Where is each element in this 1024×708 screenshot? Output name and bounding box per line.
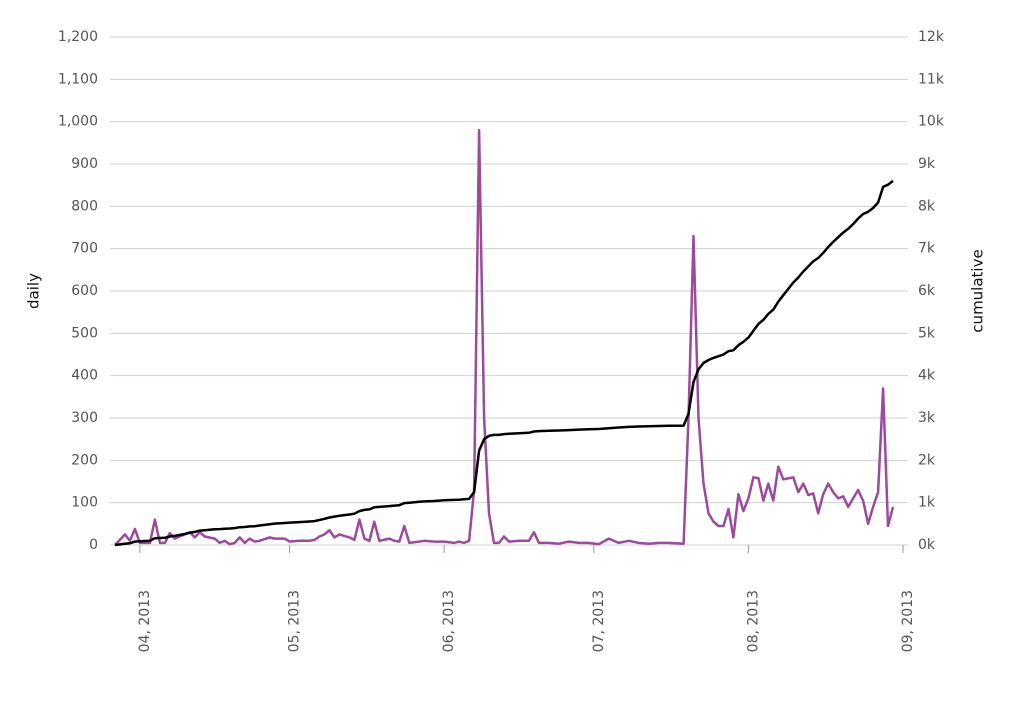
y-tick-label: 600	[71, 283, 98, 299]
x-tick-label: 04, 2013	[137, 590, 153, 652]
y-tick-label: 500	[71, 325, 98, 341]
series-line	[114, 179, 894, 547]
series-line	[114, 128, 895, 546]
y-tick-label: 1,000	[58, 114, 98, 130]
y2-tick-label: 8k	[918, 198, 936, 214]
y2-tick-label: 3k	[918, 410, 936, 426]
x-tick-label: 09, 2013	[900, 590, 916, 652]
x-tick-label: 07, 2013	[591, 590, 607, 652]
y2-axis-title: cumulative	[969, 249, 987, 332]
x-tick-label: 06, 2013	[441, 590, 457, 652]
y2-tick-label: 5k	[918, 325, 936, 341]
y-tick-label: 700	[71, 241, 98, 257]
y-tick-label: 1,100	[58, 71, 98, 87]
y2-tick-label: 2k	[918, 452, 936, 468]
x-tick-label: 05, 2013	[287, 590, 303, 652]
y-tick-label: 100	[71, 495, 98, 511]
y-tick-label: 0	[89, 537, 98, 553]
y2-tick-label: 0k	[918, 537, 936, 553]
y-tick-label: 800	[71, 198, 98, 214]
y2-tick-label: 12k	[918, 29, 945, 45]
y-tick-label: 300	[71, 410, 98, 426]
y2-tick-label: 11k	[918, 71, 945, 87]
y-tick-label: 400	[71, 368, 98, 384]
y2-tick-label: 10k	[918, 114, 945, 130]
y-axis-title: daily	[25, 273, 43, 309]
y2-tick-label: 7k	[918, 241, 936, 257]
y2-tick-label: 9k	[918, 156, 936, 172]
y-tick-label: 200	[71, 452, 98, 468]
y-tick-label: 900	[71, 156, 98, 172]
y-tick-label: 1,200	[58, 29, 98, 45]
y2-tick-label: 6k	[918, 283, 936, 299]
y2-tick-label: 1k	[918, 495, 936, 511]
y2-tick-label: 4k	[918, 368, 936, 384]
x-tick-label: 08, 2013	[745, 590, 761, 652]
